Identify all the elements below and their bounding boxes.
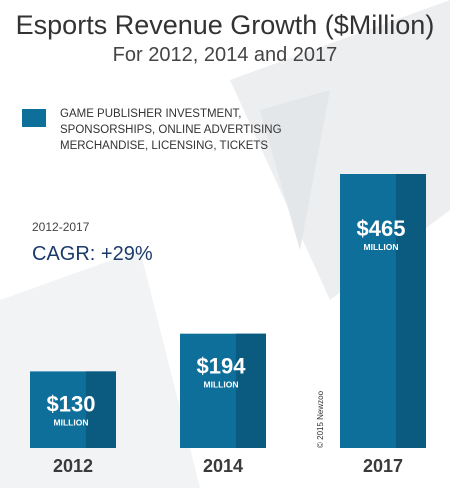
chart-subtitle: For 2012, 2014 and 2017: [112, 44, 338, 66]
value-label-2012: $130: [47, 391, 96, 416]
unit-label-2017: MILLION: [364, 242, 399, 252]
category-label-2012: 2012: [53, 456, 93, 476]
cagr-period: 2012-2017: [32, 220, 90, 234]
bar-shade-2017: [395, 174, 426, 448]
legend-swatch: [22, 109, 46, 127]
value-label-2014: $194: [197, 354, 247, 379]
bar-shade-2012: [85, 371, 116, 448]
value-label-2017: $465: [357, 216, 406, 241]
copyright-text: © 2015 Newzoo: [316, 390, 325, 448]
legend-entry: GAME PUBLISHER INVESTMENT, SPONSORSHIPS,…: [60, 108, 282, 152]
bar-shade-2014: [235, 333, 266, 448]
unit-label-2012: MILLION: [54, 417, 89, 427]
unit-label-2014: MILLION: [204, 380, 239, 390]
chart-title: Esports Revenue Growth ($Million): [15, 10, 435, 40]
category-label-2014: 2014: [203, 456, 243, 476]
cagr-value: CAGR: +29%: [32, 243, 153, 265]
category-label-2017: 2017: [363, 456, 403, 476]
